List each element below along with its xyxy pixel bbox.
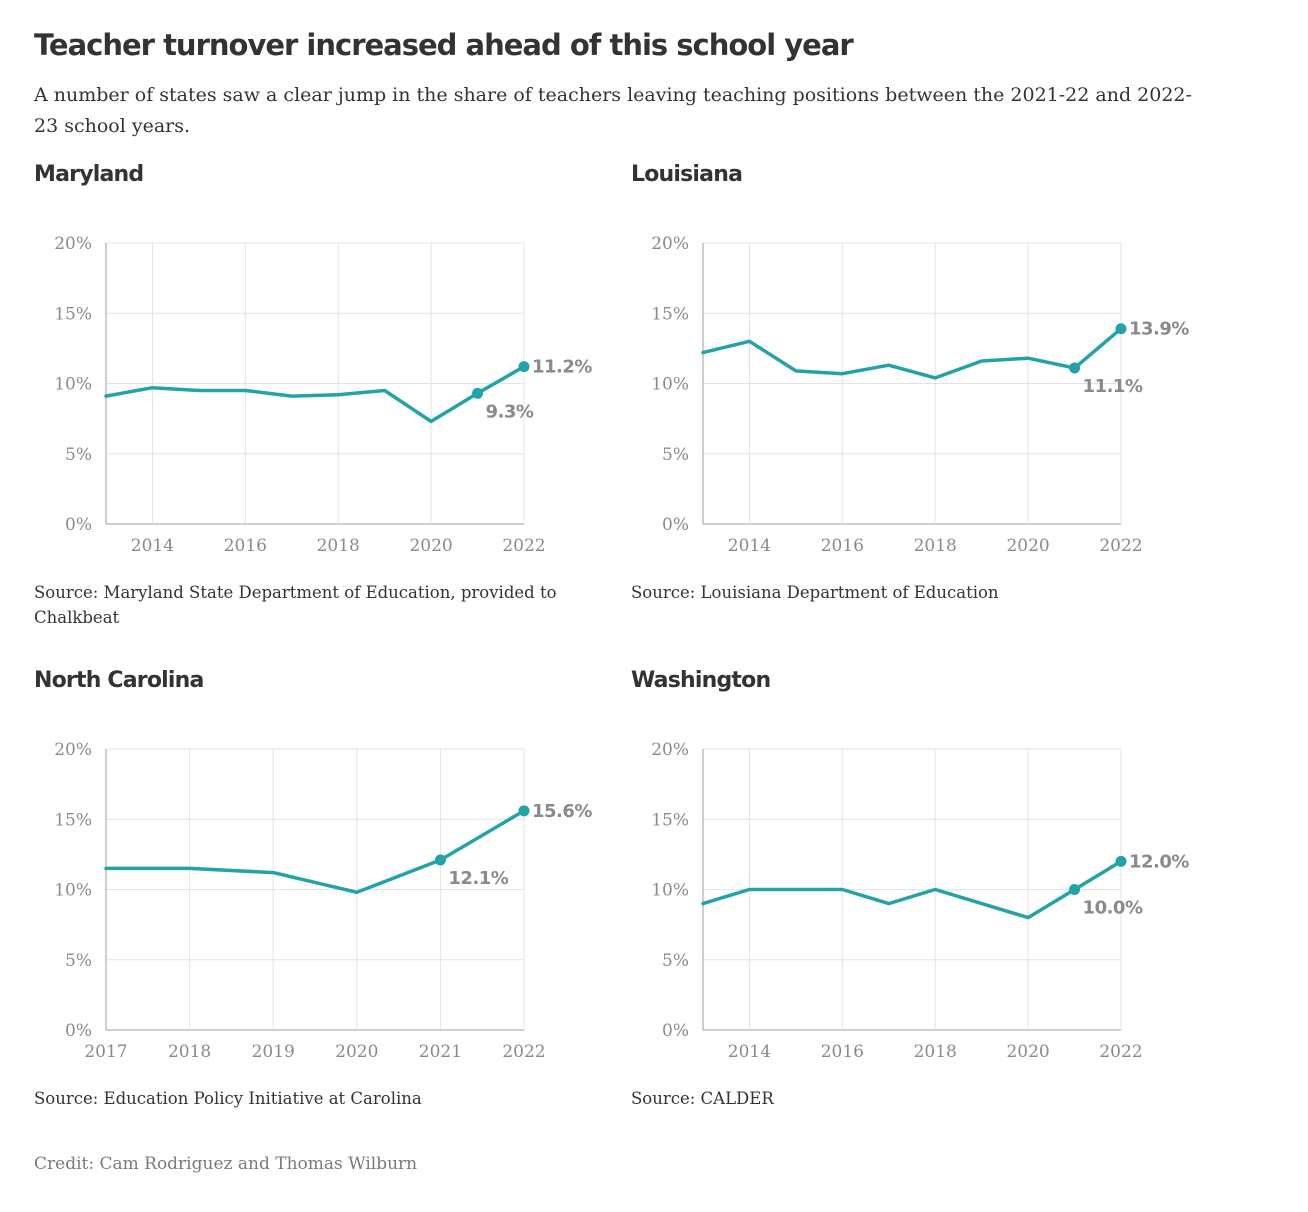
- x-tick-label: 2018: [914, 536, 957, 556]
- x-tick-label: 2022: [502, 1042, 545, 1062]
- y-tick-label: 5%: [662, 445, 689, 465]
- x-tick-label: 2017: [84, 1042, 127, 1062]
- data-point: [1069, 884, 1081, 895]
- x-tick-label: 2018: [317, 536, 360, 556]
- x-tick-label: 2021: [419, 1042, 462, 1062]
- panel-north-carolina: North Carolina 0% 5% 10% 15% 20% 2017 2018 2019…: [34, 666, 624, 1146]
- data-label: 11.1%: [1083, 376, 1143, 397]
- panel-louisiana: Louisiana 0% 5% 10% 15% 20% 2014 2016 2018 2020 2…: [631, 160, 1221, 640]
- data-point: [1115, 323, 1127, 335]
- data-label: 13.9%: [1129, 319, 1189, 340]
- credit-line: Credit: Cam Rodriguez and Thomas Wilburn: [34, 1154, 418, 1174]
- data-point: [1069, 362, 1081, 374]
- y-tick-label: 10%: [54, 375, 92, 395]
- y-tick-label: 15%: [54, 810, 92, 830]
- source-note: Source: CALDER: [631, 1089, 774, 1108]
- x-tick-label: 2014: [728, 1042, 771, 1062]
- y-tick-label: 10%: [651, 375, 689, 395]
- x-tick-label: 2022: [1099, 536, 1142, 556]
- data-point: [518, 805, 530, 817]
- data-point: [1115, 855, 1127, 867]
- x-tick-label: 2018: [168, 1042, 211, 1062]
- y-tick-label: 0%: [65, 1021, 92, 1041]
- line-chart: 0% 5% 10% 15% 20% 2014 2016 2018 2020 2022 9.3% 11.…: [54, 234, 593, 556]
- x-tick-label: 2016: [821, 1042, 864, 1062]
- y-tick-label: 5%: [65, 951, 92, 971]
- line-chart: 0% 5% 10% 15% 20% 2014 2016 2018 2020 2022 10.0% 12…: [651, 740, 1190, 1062]
- x-tick-label: 2014: [131, 536, 174, 556]
- y-tick-label: 0%: [662, 515, 689, 535]
- series-line: [104, 364, 526, 424]
- panel-title: Washington: [631, 668, 771, 693]
- x-tick-label: 2016: [821, 536, 864, 556]
- x-tick-label: 2019: [252, 1042, 295, 1062]
- y-tick-label: 10%: [54, 881, 92, 901]
- x-tick-label: 2020: [1006, 536, 1049, 556]
- x-tick-label: 2014: [728, 536, 771, 556]
- y-tick-label: 0%: [662, 1021, 689, 1041]
- panel-washington: Washington 0% 5% 10% 15% 20% 2014 2016 2018 2020…: [631, 666, 1221, 1146]
- data-label: 9.3%: [486, 401, 534, 422]
- data-label: 12.0%: [1129, 851, 1189, 872]
- x-tick-label: 2022: [1099, 1042, 1142, 1062]
- line-chart: 0% 5% 10% 15% 20% 2014 2016 2018 2020 2022 11.1% 13…: [651, 234, 1190, 556]
- data-point: [472, 387, 484, 399]
- x-tick-label: 2022: [502, 536, 545, 556]
- x-tick-label: 2016: [224, 536, 267, 556]
- data-point: [434, 854, 446, 866]
- panel-title: Louisiana: [631, 162, 743, 187]
- source-note: Source: Maryland State Department of Edu…: [34, 583, 557, 627]
- data-label: 11.2%: [532, 357, 592, 378]
- chart-title: Teacher turnover increased ahead of this…: [34, 28, 854, 62]
- y-tick-label: 20%: [54, 740, 92, 760]
- source-note: Source: Louisiana Department of Educatio…: [631, 583, 999, 602]
- data-label: 12.1%: [448, 868, 508, 889]
- y-tick-label: 5%: [65, 445, 92, 465]
- x-tick-label: 2018: [914, 1042, 957, 1062]
- data-point: [518, 361, 530, 373]
- data-label: 15.6%: [532, 801, 592, 822]
- line-chart: 0% 5% 10% 15% 20% 2017 2018 2019 2020 2021 2022 12.…: [54, 740, 593, 1062]
- y-tick-label: 0%: [65, 515, 92, 535]
- y-tick-label: 10%: [651, 881, 689, 901]
- y-tick-label: 15%: [54, 304, 92, 324]
- y-tick-label: 20%: [651, 234, 689, 254]
- x-tick-label: 2020: [335, 1042, 378, 1062]
- x-tick-label: 2020: [1006, 1042, 1049, 1062]
- series-line: [701, 326, 1123, 380]
- chart-subtitle: A number of states saw a clear jump in t…: [34, 84, 1192, 137]
- data-label: 10.0%: [1083, 898, 1143, 919]
- panel-maryland: Maryland 0% 5% 10% 15% 20% 2014 2016 2018 2020 20…: [34, 160, 624, 640]
- y-tick-label: 15%: [651, 304, 689, 324]
- y-tick-label: 15%: [651, 810, 689, 830]
- series-line: [104, 809, 526, 895]
- x-tick-label: 2020: [409, 536, 452, 556]
- y-tick-label: 20%: [54, 234, 92, 254]
- y-tick-label: 20%: [651, 740, 689, 760]
- series-line: [701, 859, 1123, 920]
- panel-title: Maryland: [34, 162, 144, 187]
- panel-title: North Carolina: [34, 668, 204, 693]
- y-tick-label: 5%: [662, 951, 689, 971]
- source-note: Source: Education Policy Initiative at C…: [34, 1089, 422, 1108]
